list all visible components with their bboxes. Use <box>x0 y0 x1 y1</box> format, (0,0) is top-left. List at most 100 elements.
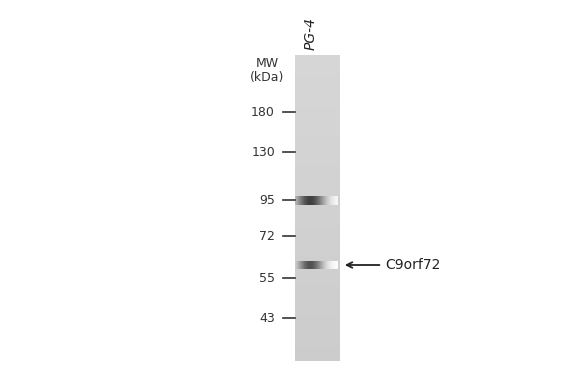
Bar <box>295 179 340 181</box>
Bar <box>299 261 300 269</box>
Bar <box>320 195 321 204</box>
Bar <box>295 344 340 345</box>
Bar <box>303 261 304 269</box>
Bar <box>295 315 340 317</box>
Bar <box>296 261 297 269</box>
Bar <box>295 101 340 102</box>
Bar <box>295 229 340 230</box>
Bar <box>304 261 305 269</box>
Bar <box>295 88 340 89</box>
Text: (kDa): (kDa) <box>250 71 284 84</box>
Bar <box>331 195 332 204</box>
Bar <box>295 309 340 311</box>
Bar <box>302 261 303 269</box>
Bar <box>295 65 340 67</box>
Bar <box>295 147 340 148</box>
Bar <box>304 195 306 204</box>
Bar <box>295 194 340 196</box>
Bar <box>295 195 340 197</box>
Bar <box>295 297 340 299</box>
Bar <box>318 195 319 204</box>
Bar <box>295 293 340 294</box>
Bar <box>295 318 340 320</box>
Bar <box>295 319 340 321</box>
Bar <box>315 195 317 204</box>
Bar <box>295 190 340 192</box>
Bar <box>295 128 340 130</box>
Bar <box>295 333 340 334</box>
Bar <box>295 288 340 289</box>
Bar <box>295 310 340 312</box>
Bar <box>295 317 340 319</box>
Bar <box>307 261 308 269</box>
Bar <box>295 307 340 309</box>
Bar <box>312 195 313 204</box>
Bar <box>295 55 340 57</box>
Bar <box>295 116 340 118</box>
Bar <box>324 195 325 204</box>
Bar <box>295 243 340 245</box>
Bar <box>295 332 340 333</box>
Bar <box>300 261 301 269</box>
Bar <box>303 195 304 204</box>
Bar <box>333 261 334 269</box>
Bar <box>317 195 318 204</box>
Bar <box>295 98 340 99</box>
Bar <box>295 308 340 310</box>
Bar <box>295 169 340 170</box>
Bar <box>295 349 340 350</box>
Bar <box>295 175 340 177</box>
Bar <box>295 197 340 199</box>
Bar <box>295 325 340 327</box>
Bar <box>336 261 337 269</box>
Bar <box>295 112 340 113</box>
Bar <box>327 261 328 269</box>
Bar <box>338 261 339 269</box>
Bar <box>295 298 340 299</box>
Bar <box>295 114 340 116</box>
Bar <box>295 120 340 122</box>
Bar <box>309 195 310 204</box>
Bar <box>333 195 335 204</box>
Bar <box>301 261 302 269</box>
Bar <box>333 195 334 204</box>
Bar <box>295 245 340 246</box>
Bar <box>317 195 318 204</box>
Bar <box>329 261 330 269</box>
Bar <box>295 244 340 246</box>
Bar <box>295 72 340 74</box>
Bar <box>320 261 321 269</box>
Bar <box>295 314 340 316</box>
Bar <box>295 188 340 190</box>
Bar <box>334 261 335 269</box>
Bar <box>319 261 320 269</box>
Bar <box>295 91 340 93</box>
Bar <box>297 195 298 204</box>
Bar <box>295 94 340 96</box>
Bar <box>295 62 340 64</box>
Bar <box>295 273 340 274</box>
Bar <box>295 201 340 203</box>
Bar <box>295 153 340 155</box>
Bar <box>295 123 340 125</box>
Bar <box>337 195 338 204</box>
Bar <box>317 261 318 269</box>
Bar <box>308 195 309 204</box>
Bar <box>319 261 320 269</box>
Bar <box>295 76 340 78</box>
Bar <box>334 195 335 204</box>
Bar <box>295 178 340 180</box>
Bar <box>295 255 340 257</box>
Bar <box>295 94 340 95</box>
Bar <box>295 209 340 210</box>
Bar <box>295 261 296 269</box>
Bar <box>295 85 340 87</box>
Bar <box>295 352 340 353</box>
Bar <box>295 256 340 258</box>
Bar <box>295 202 340 204</box>
Bar <box>295 300 340 302</box>
Bar <box>295 191 340 193</box>
Bar <box>295 336 340 337</box>
Bar <box>327 195 328 204</box>
Bar <box>295 121 340 122</box>
